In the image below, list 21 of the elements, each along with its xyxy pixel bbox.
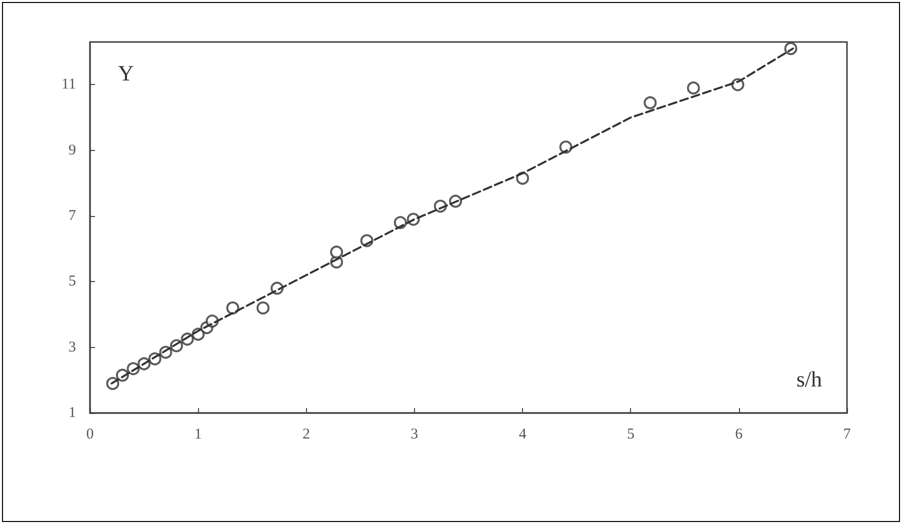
point bbox=[330, 246, 344, 259]
x-tick-label: 0 bbox=[86, 426, 94, 442]
point bbox=[644, 96, 657, 110]
y-tick-label: 1 bbox=[68, 405, 76, 421]
y-tick-label: 9 bbox=[68, 142, 76, 158]
y-tick-label: 7 bbox=[68, 208, 76, 224]
y-tick-label: 11 bbox=[62, 76, 76, 93]
y-tick-label: 3 bbox=[68, 339, 76, 356]
x-axis-title: s/h bbox=[796, 366, 822, 392]
x-tick-label: 4 bbox=[518, 426, 527, 442]
x-tick-label: 1 bbox=[194, 426, 202, 442]
x-tick-label: 6 bbox=[735, 426, 744, 442]
point bbox=[686, 81, 700, 94]
x-tick-label: 5 bbox=[626, 426, 634, 442]
x-tick-label: 7 bbox=[843, 426, 852, 442]
x-tick-label: 3 bbox=[410, 426, 418, 442]
point bbox=[256, 301, 270, 314]
point bbox=[226, 301, 240, 314]
y-axis-title: Y bbox=[118, 60, 134, 86]
y-tick-label: 5 bbox=[68, 274, 76, 290]
x-tick-label: 2 bbox=[302, 426, 310, 442]
